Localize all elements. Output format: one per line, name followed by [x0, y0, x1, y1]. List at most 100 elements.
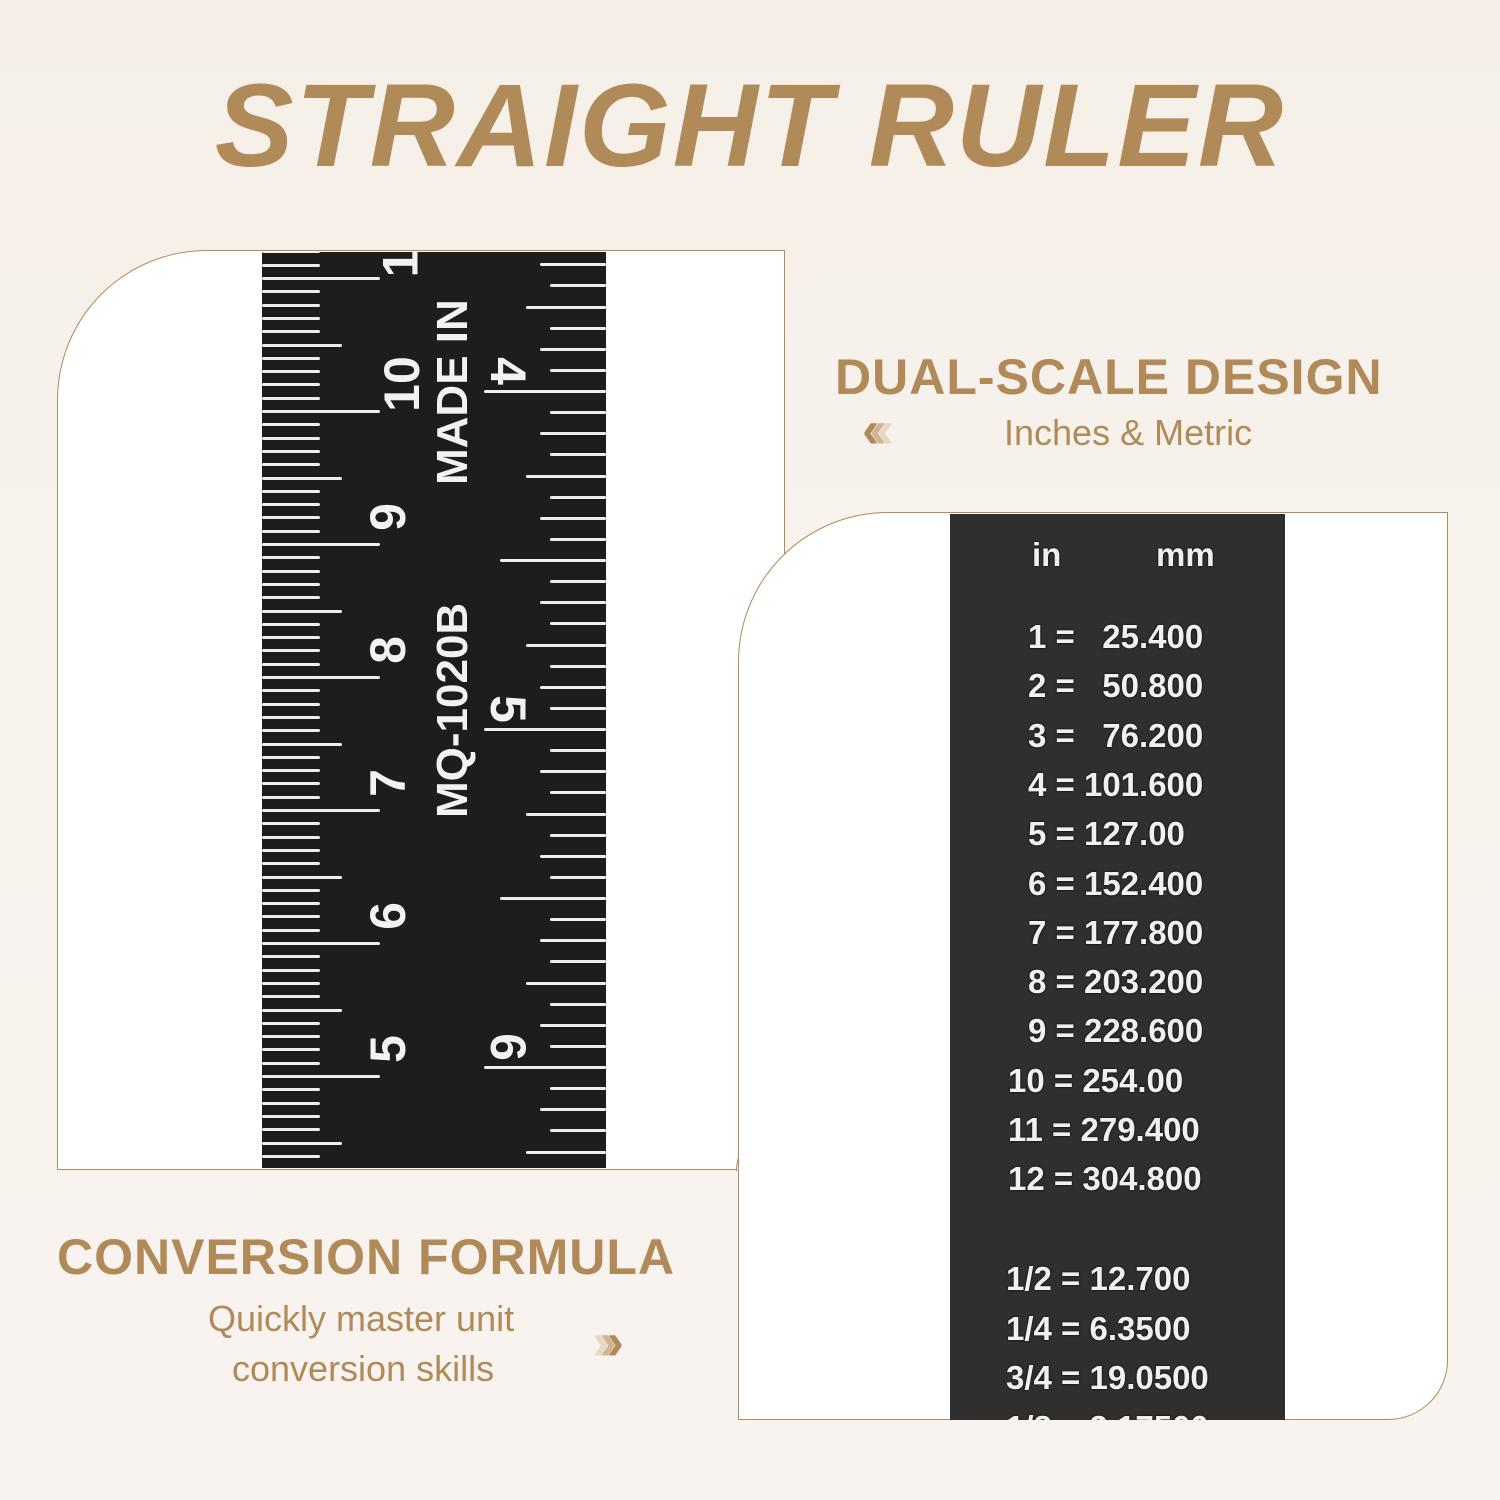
cm-tick — [262, 569, 320, 573]
cm-tick — [262, 556, 320, 560]
conversion-row: 11 = 279.400 — [1008, 1111, 1200, 1148]
cm-tick — [262, 343, 342, 347]
fraction-row: 3/4 = 19.0500 — [1006, 1359, 1209, 1396]
cm-tick — [262, 942, 380, 945]
inch-tick — [540, 263, 606, 267]
inch-tick — [526, 812, 606, 816]
cm-tick — [262, 862, 320, 866]
conversion-row: 9 = 228.600 — [1028, 1012, 1204, 1050]
cm-tick — [262, 902, 320, 906]
cm-tick — [262, 596, 320, 600]
inch-label: 4 — [479, 357, 536, 385]
cm-tick — [262, 1114, 320, 1118]
cm-tick — [262, 742, 342, 746]
inch-tick — [550, 875, 606, 879]
inch-tick — [540, 1108, 606, 1112]
cm-tick — [262, 755, 320, 759]
ruler-image: MQ-1020B MADE IN 5 6 7 8 9 10 11 4 5 6 — [262, 252, 606, 1168]
chevrons-left-icon: ‹‹‹ — [862, 401, 894, 459]
inch-tick — [550, 1002, 606, 1006]
page-title: STRAIGHT RULER — [214, 60, 1286, 192]
conversion-row: 8 = 203.200 — [1028, 963, 1204, 1001]
conversion-row: 10 = 254.00 — [1008, 1061, 1184, 1099]
cm-tick — [262, 715, 320, 719]
cm-tick — [262, 1141, 342, 1145]
inch-tick — [550, 284, 606, 288]
cm-tick — [262, 316, 320, 320]
inch-tick — [550, 368, 606, 372]
cm-tick — [262, 290, 320, 294]
cm-label: 8 — [359, 636, 416, 664]
cm-tick — [262, 449, 320, 453]
conversion-subtitle-1: Quickly master unit — [208, 1298, 515, 1339]
inch-tick — [550, 537, 606, 541]
cm-tick — [262, 1075, 380, 1078]
cm-tick — [262, 516, 320, 520]
header-in: in — [1032, 536, 1062, 573]
cm-tick — [262, 1154, 320, 1158]
inch-tick — [550, 749, 606, 753]
cm-tick — [262, 689, 320, 693]
cm-tick — [262, 609, 342, 613]
conversion-row: 3 = 76.200 — [1028, 716, 1204, 754]
cm-label: 6 — [359, 902, 416, 930]
conversion-row: 2 = 50.800 — [1028, 667, 1204, 705]
conversion-row: 4 = 101.600 — [1028, 765, 1204, 803]
cm-tick — [262, 436, 320, 440]
cm-tick — [262, 622, 320, 626]
cm-label: 5 — [359, 1035, 416, 1063]
cm-tick — [262, 729, 320, 733]
inch-tick — [500, 897, 606, 900]
cm-tick — [262, 277, 380, 280]
cm-tick — [262, 543, 380, 546]
inch-tick — [526, 1150, 606, 1154]
inch-tick — [526, 643, 606, 647]
cm-tick — [262, 1101, 320, 1105]
cm-tick — [262, 582, 320, 586]
cm-tick — [262, 702, 320, 706]
dual-scale-subtitle: Inches & Metric — [1004, 412, 1253, 453]
cm-tick — [262, 795, 320, 799]
fraction-row: 1/2 = 12.700 — [1006, 1260, 1191, 1297]
cm-tick — [262, 822, 320, 826]
chevrons-right-icon: ››› — [592, 1313, 624, 1371]
cm-tick — [262, 995, 320, 999]
conversion-row: 12 = 304.800 — [1008, 1160, 1202, 1198]
inch-tick — [550, 326, 606, 330]
dual-scale-heading: DUAL-SCALE DESIGN — [835, 349, 1383, 405]
cm-tick — [262, 356, 320, 360]
inch-tick — [550, 495, 606, 499]
cm-tick — [262, 915, 320, 919]
cm-label: 10 — [373, 356, 430, 412]
inch-tick — [540, 432, 606, 436]
conversion-row: 6 = 152.400 — [1028, 864, 1204, 902]
inch-tick — [550, 918, 606, 922]
cm-tick — [262, 782, 320, 786]
inch-tick — [550, 1129, 606, 1133]
cm-tick — [262, 396, 320, 400]
inch-tick — [540, 854, 606, 858]
cm-tick — [262, 370, 320, 374]
cm-tick — [262, 981, 320, 985]
cm-tick — [262, 769, 320, 773]
cm-tick — [262, 809, 380, 812]
fraction-row: 1/4 = 6.3500 — [1006, 1309, 1191, 1347]
cm-tick — [262, 676, 380, 679]
inch-tick — [550, 960, 606, 964]
cm-tick — [262, 263, 320, 267]
cm-tick — [262, 1021, 320, 1025]
cm-tick — [262, 1128, 320, 1132]
cm-tick — [262, 1061, 320, 1065]
cm-label: 9 — [359, 503, 416, 531]
inch-label: 6 — [479, 1033, 536, 1061]
inch-tick — [484, 1066, 606, 1069]
inch-tick — [550, 1044, 606, 1048]
cm-tick — [262, 968, 320, 972]
inch-label: 5 — [479, 695, 536, 723]
ruler-model-text: MQ-1020B — [428, 602, 477, 818]
cm-tick — [262, 529, 320, 533]
cm-tick — [262, 928, 320, 932]
fraction-row: 1/8 = 3.17500 — [1006, 1409, 1209, 1421]
cm-tick — [262, 1035, 320, 1039]
inch-tick — [540, 770, 606, 774]
